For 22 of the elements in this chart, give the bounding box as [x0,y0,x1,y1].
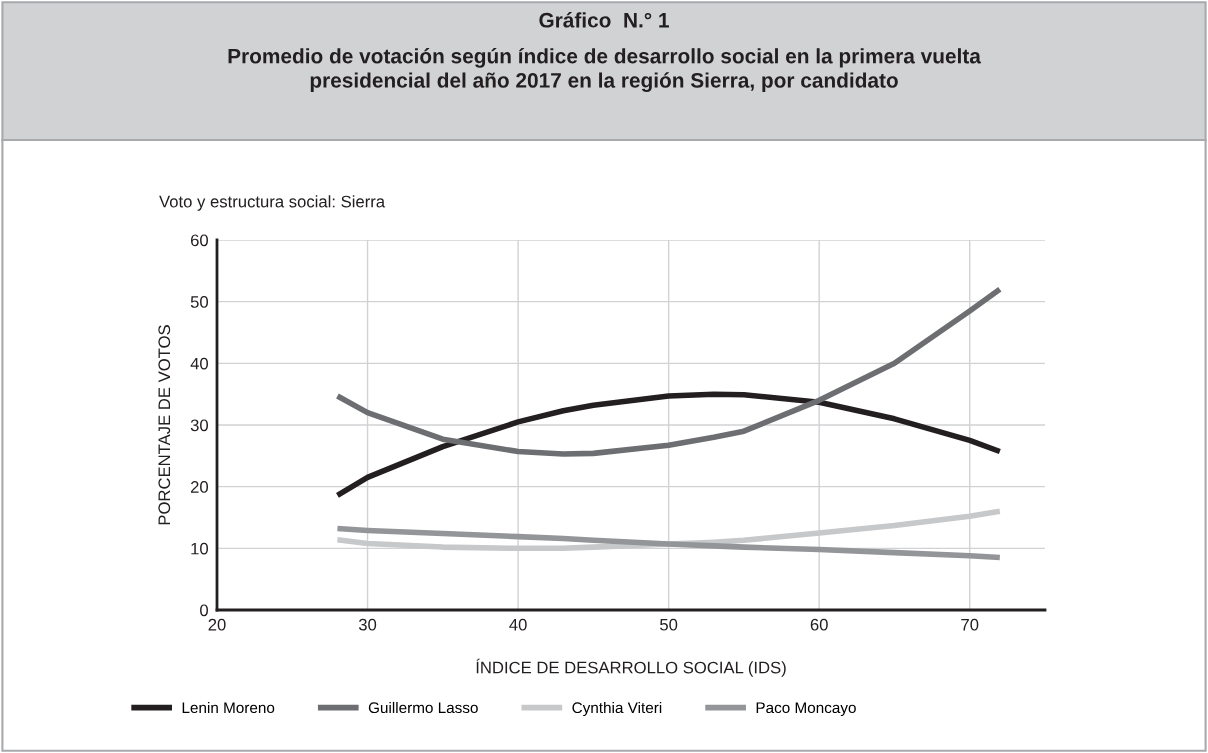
y-tick-label: 60 [190,234,209,247]
x-tick-label: 20 [208,618,226,631]
legend-label: Lenin Moreno [182,701,275,714]
x-tick-label: 70 [961,618,979,631]
x-tick-label: 30 [358,618,377,631]
y-tick-label: 20 [190,481,209,493]
text: Voto y estructura social: Sierra [159,195,386,211]
y-axis-title: PORCENTAJE DE VOTOS [158,325,171,525]
chart-subtitle: Promedio de votación según índice de desarrollo social en la primera vuelta presidencial del año 2017 en la región Sierra, por candidato [228,48,982,92]
x-tick-label: 60 [810,618,828,631]
y-tick-label: 30 [190,419,209,432]
legend-label: Cynthia Viteri [572,701,662,717]
y-tick-label: 10 [191,542,209,555]
y-tick-label: 50 [190,296,209,308]
legend-label: Paco Moncayo [756,702,856,717]
x-tick-label: 40 [509,618,527,631]
chart-title: Gráfico N.° 1 [539,12,669,28]
x-axis-title: ÍNDICE DE DESARROLLO SOCIAL (IDS) [476,658,786,677]
y-tick-label: 0 [200,604,209,617]
x-tick-label: 50 [660,618,678,631]
y-tick-label: 40 [190,357,209,370]
legend-label: Guillermo Lasso [368,701,478,714]
